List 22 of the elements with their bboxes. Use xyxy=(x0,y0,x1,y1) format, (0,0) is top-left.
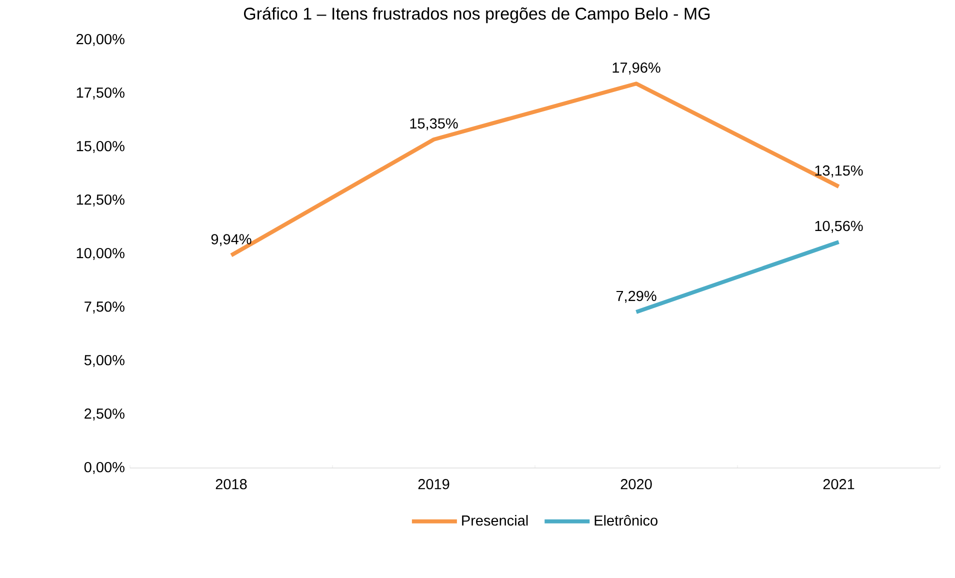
y-tick-label: 17,50% xyxy=(76,88,124,100)
data-label: 13,15% xyxy=(815,165,863,178)
chart-title: Gráfico 1 – Itens frustrados nos pregões de Campo Belo - MG xyxy=(244,7,710,24)
x-tick-label: 2021 xyxy=(823,479,854,490)
data-label: 17,96% xyxy=(612,62,660,74)
data-label: 7,29% xyxy=(616,290,656,303)
y-tick-label: 20,00% xyxy=(76,34,124,46)
y-tick-label: 7,50% xyxy=(84,302,124,314)
x-tick-label: 2018 xyxy=(216,479,247,490)
x-tick-label: 2020 xyxy=(620,479,652,490)
data-label: 10,56% xyxy=(815,220,863,233)
data-label: 15,35% xyxy=(410,118,458,130)
legend-label: Eletrônico xyxy=(594,514,658,526)
y-tick-label: 10,00% xyxy=(76,248,124,260)
y-tick-label: 0,00% xyxy=(84,462,124,474)
y-tick-label: 2,50% xyxy=(84,408,124,420)
x-tick-label: 2019 xyxy=(418,479,450,490)
y-tick-label: 15,00% xyxy=(76,141,124,153)
y-tick-label: 12,50% xyxy=(76,194,124,206)
y-tick-label: 5,00% xyxy=(84,355,124,367)
data-label: 9,94% xyxy=(211,234,252,246)
legend-label: Presencial xyxy=(462,515,528,526)
